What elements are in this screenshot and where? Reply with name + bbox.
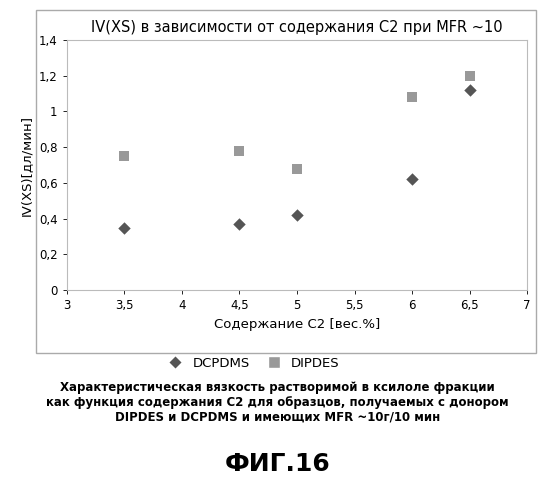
Text: ФИГ.16: ФИГ.16 [225,452,330,476]
Text: Характеристическая вязкость растворимой в ксилоле фракции: Характеристическая вязкость растворимой … [60,381,495,394]
X-axis label: Содержание C2 [вес.%]: Содержание C2 [вес.%] [214,318,380,330]
Point [292,164,301,172]
Point [407,93,416,101]
Point [235,220,244,228]
Y-axis label: IV(XS)[дл/мин]: IV(XS)[дл/мин] [21,114,33,216]
Point [120,152,129,160]
Point [407,176,416,184]
Legend: DCPDMS, DIPDES: DCPDMS, DIPDES [157,352,345,375]
Point [120,224,129,232]
Point [292,211,301,219]
Text: DIPDES и DCPDMS и имеющих MFR ~10г/10 мин: DIPDES и DCPDMS и имеющих MFR ~10г/10 ми… [115,411,440,424]
Point [465,72,474,80]
Point [465,86,474,94]
Text: как функция содержания C2 для образцов, получаемых с донором: как функция содержания C2 для образцов, … [46,396,509,409]
Title: IV(XS) в зависимости от содержания C2 при MFR ~10: IV(XS) в зависимости от содержания C2 пр… [91,20,503,34]
Point [235,146,244,154]
